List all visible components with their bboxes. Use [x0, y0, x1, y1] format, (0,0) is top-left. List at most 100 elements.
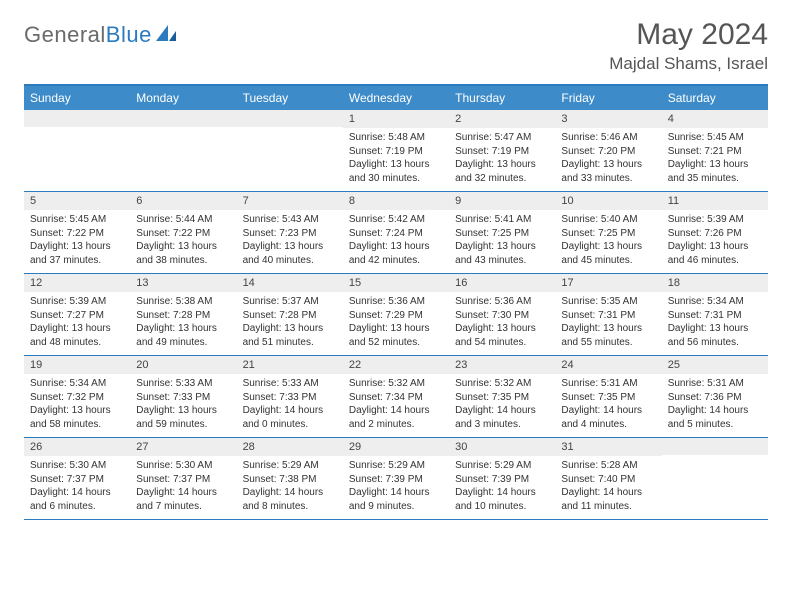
day-body: Sunrise: 5:40 AMSunset: 7:25 PMDaylight:…: [555, 210, 661, 273]
weekday-label: Saturday: [662, 86, 768, 110]
day-number: 17: [555, 274, 661, 292]
sunset: Sunset: 7:36 PM: [668, 391, 762, 405]
sunset: Sunset: 7:22 PM: [136, 227, 230, 241]
day-body: Sunrise: 5:36 AMSunset: 7:29 PMDaylight:…: [343, 292, 449, 355]
day-cell: 15Sunrise: 5:36 AMSunset: 7:29 PMDayligh…: [343, 274, 449, 355]
day-body: Sunrise: 5:47 AMSunset: 7:19 PMDaylight:…: [449, 128, 555, 191]
sunset: Sunset: 7:24 PM: [349, 227, 443, 241]
day-cell: 21Sunrise: 5:33 AMSunset: 7:33 PMDayligh…: [237, 356, 343, 437]
daylight: Daylight: 14 hours and 9 minutes.: [349, 486, 443, 513]
day-number: [24, 110, 130, 127]
weekday-header: Sunday Monday Tuesday Wednesday Thursday…: [24, 86, 768, 110]
daylight: Daylight: 14 hours and 4 minutes.: [561, 404, 655, 431]
day-number: 8: [343, 192, 449, 210]
day-body: [237, 127, 343, 185]
day-number: 12: [24, 274, 130, 292]
day-number: 11: [662, 192, 768, 210]
day-body: Sunrise: 5:42 AMSunset: 7:24 PMDaylight:…: [343, 210, 449, 273]
weekday-label: Thursday: [449, 86, 555, 110]
weeks-container: 1Sunrise: 5:48 AMSunset: 7:19 PMDaylight…: [24, 110, 768, 520]
day-number: 22: [343, 356, 449, 374]
day-number: 31: [555, 438, 661, 456]
sunrise: Sunrise: 5:36 AM: [455, 295, 549, 309]
sunset: Sunset: 7:19 PM: [455, 145, 549, 159]
week-row: 12Sunrise: 5:39 AMSunset: 7:27 PMDayligh…: [24, 274, 768, 356]
sunrise: Sunrise: 5:34 AM: [668, 295, 762, 309]
daylight: Daylight: 13 hours and 52 minutes.: [349, 322, 443, 349]
daylight: Daylight: 14 hours and 5 minutes.: [668, 404, 762, 431]
daylight: Daylight: 13 hours and 37 minutes.: [30, 240, 124, 267]
sunrise: Sunrise: 5:30 AM: [30, 459, 124, 473]
daylight: Daylight: 13 hours and 40 minutes.: [243, 240, 337, 267]
day-body: Sunrise: 5:31 AMSunset: 7:36 PMDaylight:…: [662, 374, 768, 437]
day-body: Sunrise: 5:43 AMSunset: 7:23 PMDaylight:…: [237, 210, 343, 273]
sunrise: Sunrise: 5:39 AM: [668, 213, 762, 227]
sunrise: Sunrise: 5:44 AM: [136, 213, 230, 227]
day-body: Sunrise: 5:33 AMSunset: 7:33 PMDaylight:…: [237, 374, 343, 437]
sunset: Sunset: 7:32 PM: [30, 391, 124, 405]
sunrise: Sunrise: 5:43 AM: [243, 213, 337, 227]
day-cell: 23Sunrise: 5:32 AMSunset: 7:35 PMDayligh…: [449, 356, 555, 437]
sunset: Sunset: 7:31 PM: [561, 309, 655, 323]
day-number: 27: [130, 438, 236, 456]
sunset: Sunset: 7:38 PM: [243, 473, 337, 487]
day-cell: 22Sunrise: 5:32 AMSunset: 7:34 PMDayligh…: [343, 356, 449, 437]
month-title: May 2024: [609, 18, 768, 52]
day-number: 23: [449, 356, 555, 374]
day-cell: [24, 110, 130, 191]
day-cell: 18Sunrise: 5:34 AMSunset: 7:31 PMDayligh…: [662, 274, 768, 355]
sunset: Sunset: 7:20 PM: [561, 145, 655, 159]
day-cell: 16Sunrise: 5:36 AMSunset: 7:30 PMDayligh…: [449, 274, 555, 355]
sunset: Sunset: 7:22 PM: [30, 227, 124, 241]
day-number: 26: [24, 438, 130, 456]
day-cell: 6Sunrise: 5:44 AMSunset: 7:22 PMDaylight…: [130, 192, 236, 273]
page-header: GeneralBlue May 2024 Majdal Shams, Israe…: [24, 18, 768, 74]
day-cell: 4Sunrise: 5:45 AMSunset: 7:21 PMDaylight…: [662, 110, 768, 191]
day-body: Sunrise: 5:46 AMSunset: 7:20 PMDaylight:…: [555, 128, 661, 191]
sunset: Sunset: 7:25 PM: [561, 227, 655, 241]
day-body: [130, 127, 236, 185]
sunrise: Sunrise: 5:30 AM: [136, 459, 230, 473]
daylight: Daylight: 14 hours and 6 minutes.: [30, 486, 124, 513]
sunset: Sunset: 7:25 PM: [455, 227, 549, 241]
weekday-label: Friday: [555, 86, 661, 110]
sunset: Sunset: 7:39 PM: [455, 473, 549, 487]
sunrise: Sunrise: 5:33 AM: [243, 377, 337, 391]
day-cell: [662, 438, 768, 519]
daylight: Daylight: 13 hours and 55 minutes.: [561, 322, 655, 349]
day-body: Sunrise: 5:37 AMSunset: 7:28 PMDaylight:…: [237, 292, 343, 355]
brand-text: GeneralBlue: [24, 22, 152, 48]
day-body: Sunrise: 5:38 AMSunset: 7:28 PMDaylight:…: [130, 292, 236, 355]
day-cell: 19Sunrise: 5:34 AMSunset: 7:32 PMDayligh…: [24, 356, 130, 437]
sunset: Sunset: 7:28 PM: [243, 309, 337, 323]
sunset: Sunset: 7:33 PM: [243, 391, 337, 405]
day-body: Sunrise: 5:29 AMSunset: 7:39 PMDaylight:…: [343, 456, 449, 519]
sunset: Sunset: 7:35 PM: [561, 391, 655, 405]
weekday-label: Wednesday: [343, 86, 449, 110]
day-number: 4: [662, 110, 768, 128]
sunrise: Sunrise: 5:32 AM: [349, 377, 443, 391]
day-body: Sunrise: 5:45 AMSunset: 7:21 PMDaylight:…: [662, 128, 768, 191]
day-cell: 25Sunrise: 5:31 AMSunset: 7:36 PMDayligh…: [662, 356, 768, 437]
day-number: 30: [449, 438, 555, 456]
day-cell: [130, 110, 236, 191]
sunset: Sunset: 7:29 PM: [349, 309, 443, 323]
day-number: 29: [343, 438, 449, 456]
sunrise: Sunrise: 5:32 AM: [455, 377, 549, 391]
day-body: Sunrise: 5:30 AMSunset: 7:37 PMDaylight:…: [130, 456, 236, 519]
day-number: 13: [130, 274, 236, 292]
sunrise: Sunrise: 5:31 AM: [561, 377, 655, 391]
daylight: Daylight: 13 hours and 59 minutes.: [136, 404, 230, 431]
week-row: 19Sunrise: 5:34 AMSunset: 7:32 PMDayligh…: [24, 356, 768, 438]
day-cell: 14Sunrise: 5:37 AMSunset: 7:28 PMDayligh…: [237, 274, 343, 355]
sunrise: Sunrise: 5:38 AM: [136, 295, 230, 309]
day-cell: [237, 110, 343, 191]
day-number: 25: [662, 356, 768, 374]
daylight: Daylight: 14 hours and 3 minutes.: [455, 404, 549, 431]
sunrise: Sunrise: 5:41 AM: [455, 213, 549, 227]
weekday-label: Tuesday: [237, 86, 343, 110]
day-body: Sunrise: 5:34 AMSunset: 7:32 PMDaylight:…: [24, 374, 130, 437]
sunset: Sunset: 7:23 PM: [243, 227, 337, 241]
brand-logo: GeneralBlue: [24, 18, 180, 48]
day-number: 1: [343, 110, 449, 128]
